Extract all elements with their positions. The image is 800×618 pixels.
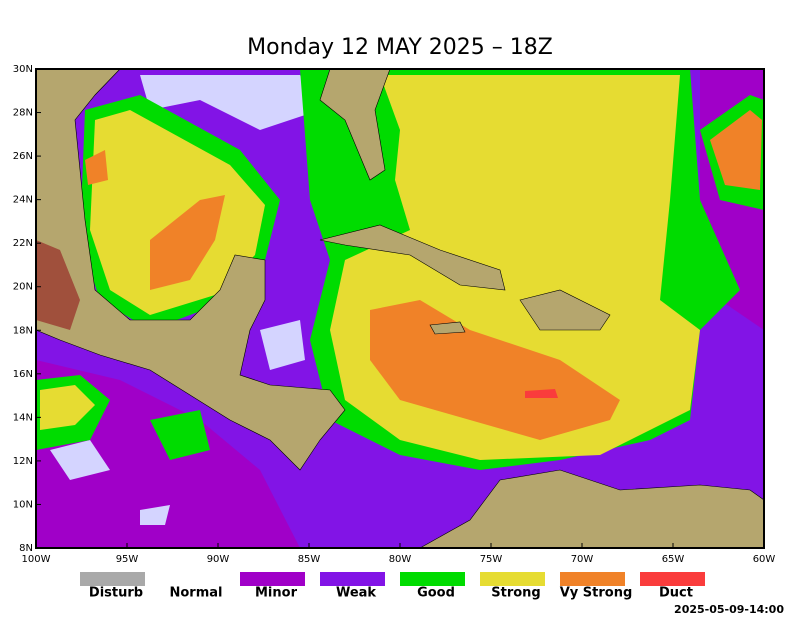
legend-swatch	[400, 572, 465, 586]
vy-strong-zone	[370, 300, 620, 440]
lat-label: 16N	[13, 369, 33, 380]
lon-label: 95W	[116, 554, 139, 565]
legend-label: Normal	[170, 586, 223, 601]
lon-label: 100W	[22, 554, 51, 565]
legend-swatch	[480, 572, 545, 586]
legend-swatch	[320, 572, 385, 586]
legend-label: Strong	[491, 586, 540, 601]
lon-label: 75W	[480, 554, 503, 565]
land	[35, 68, 346, 471]
legend-swatch	[240, 572, 305, 586]
lat-label: 30N	[13, 64, 33, 75]
lon-label: 70W	[571, 554, 594, 565]
legend-label: Minor	[255, 586, 298, 601]
land-disturbed	[36, 240, 80, 330]
normal-zone	[50, 320, 305, 525]
legend-label: Disturb	[89, 586, 143, 601]
legend-label: Vy Strong	[560, 586, 633, 601]
lat-label: 12N	[13, 456, 33, 467]
vy-strong-zone	[85, 150, 225, 290]
land	[319, 68, 391, 181]
land	[429, 289, 611, 335]
lat-label: 14N	[13, 412, 33, 423]
strong-zone	[90, 110, 265, 315]
lat-label: 18N	[13, 325, 33, 336]
lat-label: 24N	[13, 195, 33, 206]
lon-label: 85W	[298, 554, 321, 565]
legend-swatch	[80, 572, 145, 586]
lat-label: 10N	[13, 499, 33, 510]
legend-label: Good	[417, 586, 455, 601]
legend-label: Duct	[659, 586, 693, 601]
legend: Disturb Normal Minor Weak Good Strong Vy Stron…	[80, 572, 705, 601]
timestamp: 2025-05-09-14:00	[674, 603, 784, 616]
title: Monday 12 MAY 2025 – 18Z	[247, 35, 553, 60]
lat-label: 20N	[13, 282, 33, 293]
lon-label: 60W	[753, 554, 776, 565]
legend-swatch	[560, 572, 625, 586]
lon-label: 65W	[662, 554, 685, 565]
lat-label: 8N	[19, 543, 33, 554]
land	[319, 224, 506, 291]
vy-strong-zone	[710, 110, 762, 190]
normal-zone	[140, 75, 320, 130]
map	[35, 68, 765, 549]
lat-label: 26N	[13, 151, 33, 162]
lat-label: 28N	[13, 108, 33, 119]
lon-label: 80W	[389, 554, 412, 565]
legend-swatch	[640, 572, 705, 586]
strong-zone	[40, 385, 95, 430]
lat-label: 22N	[13, 238, 33, 249]
duct-zone	[525, 389, 558, 398]
lon-label: 90W	[207, 554, 230, 565]
legend-label: Weak	[336, 586, 376, 601]
